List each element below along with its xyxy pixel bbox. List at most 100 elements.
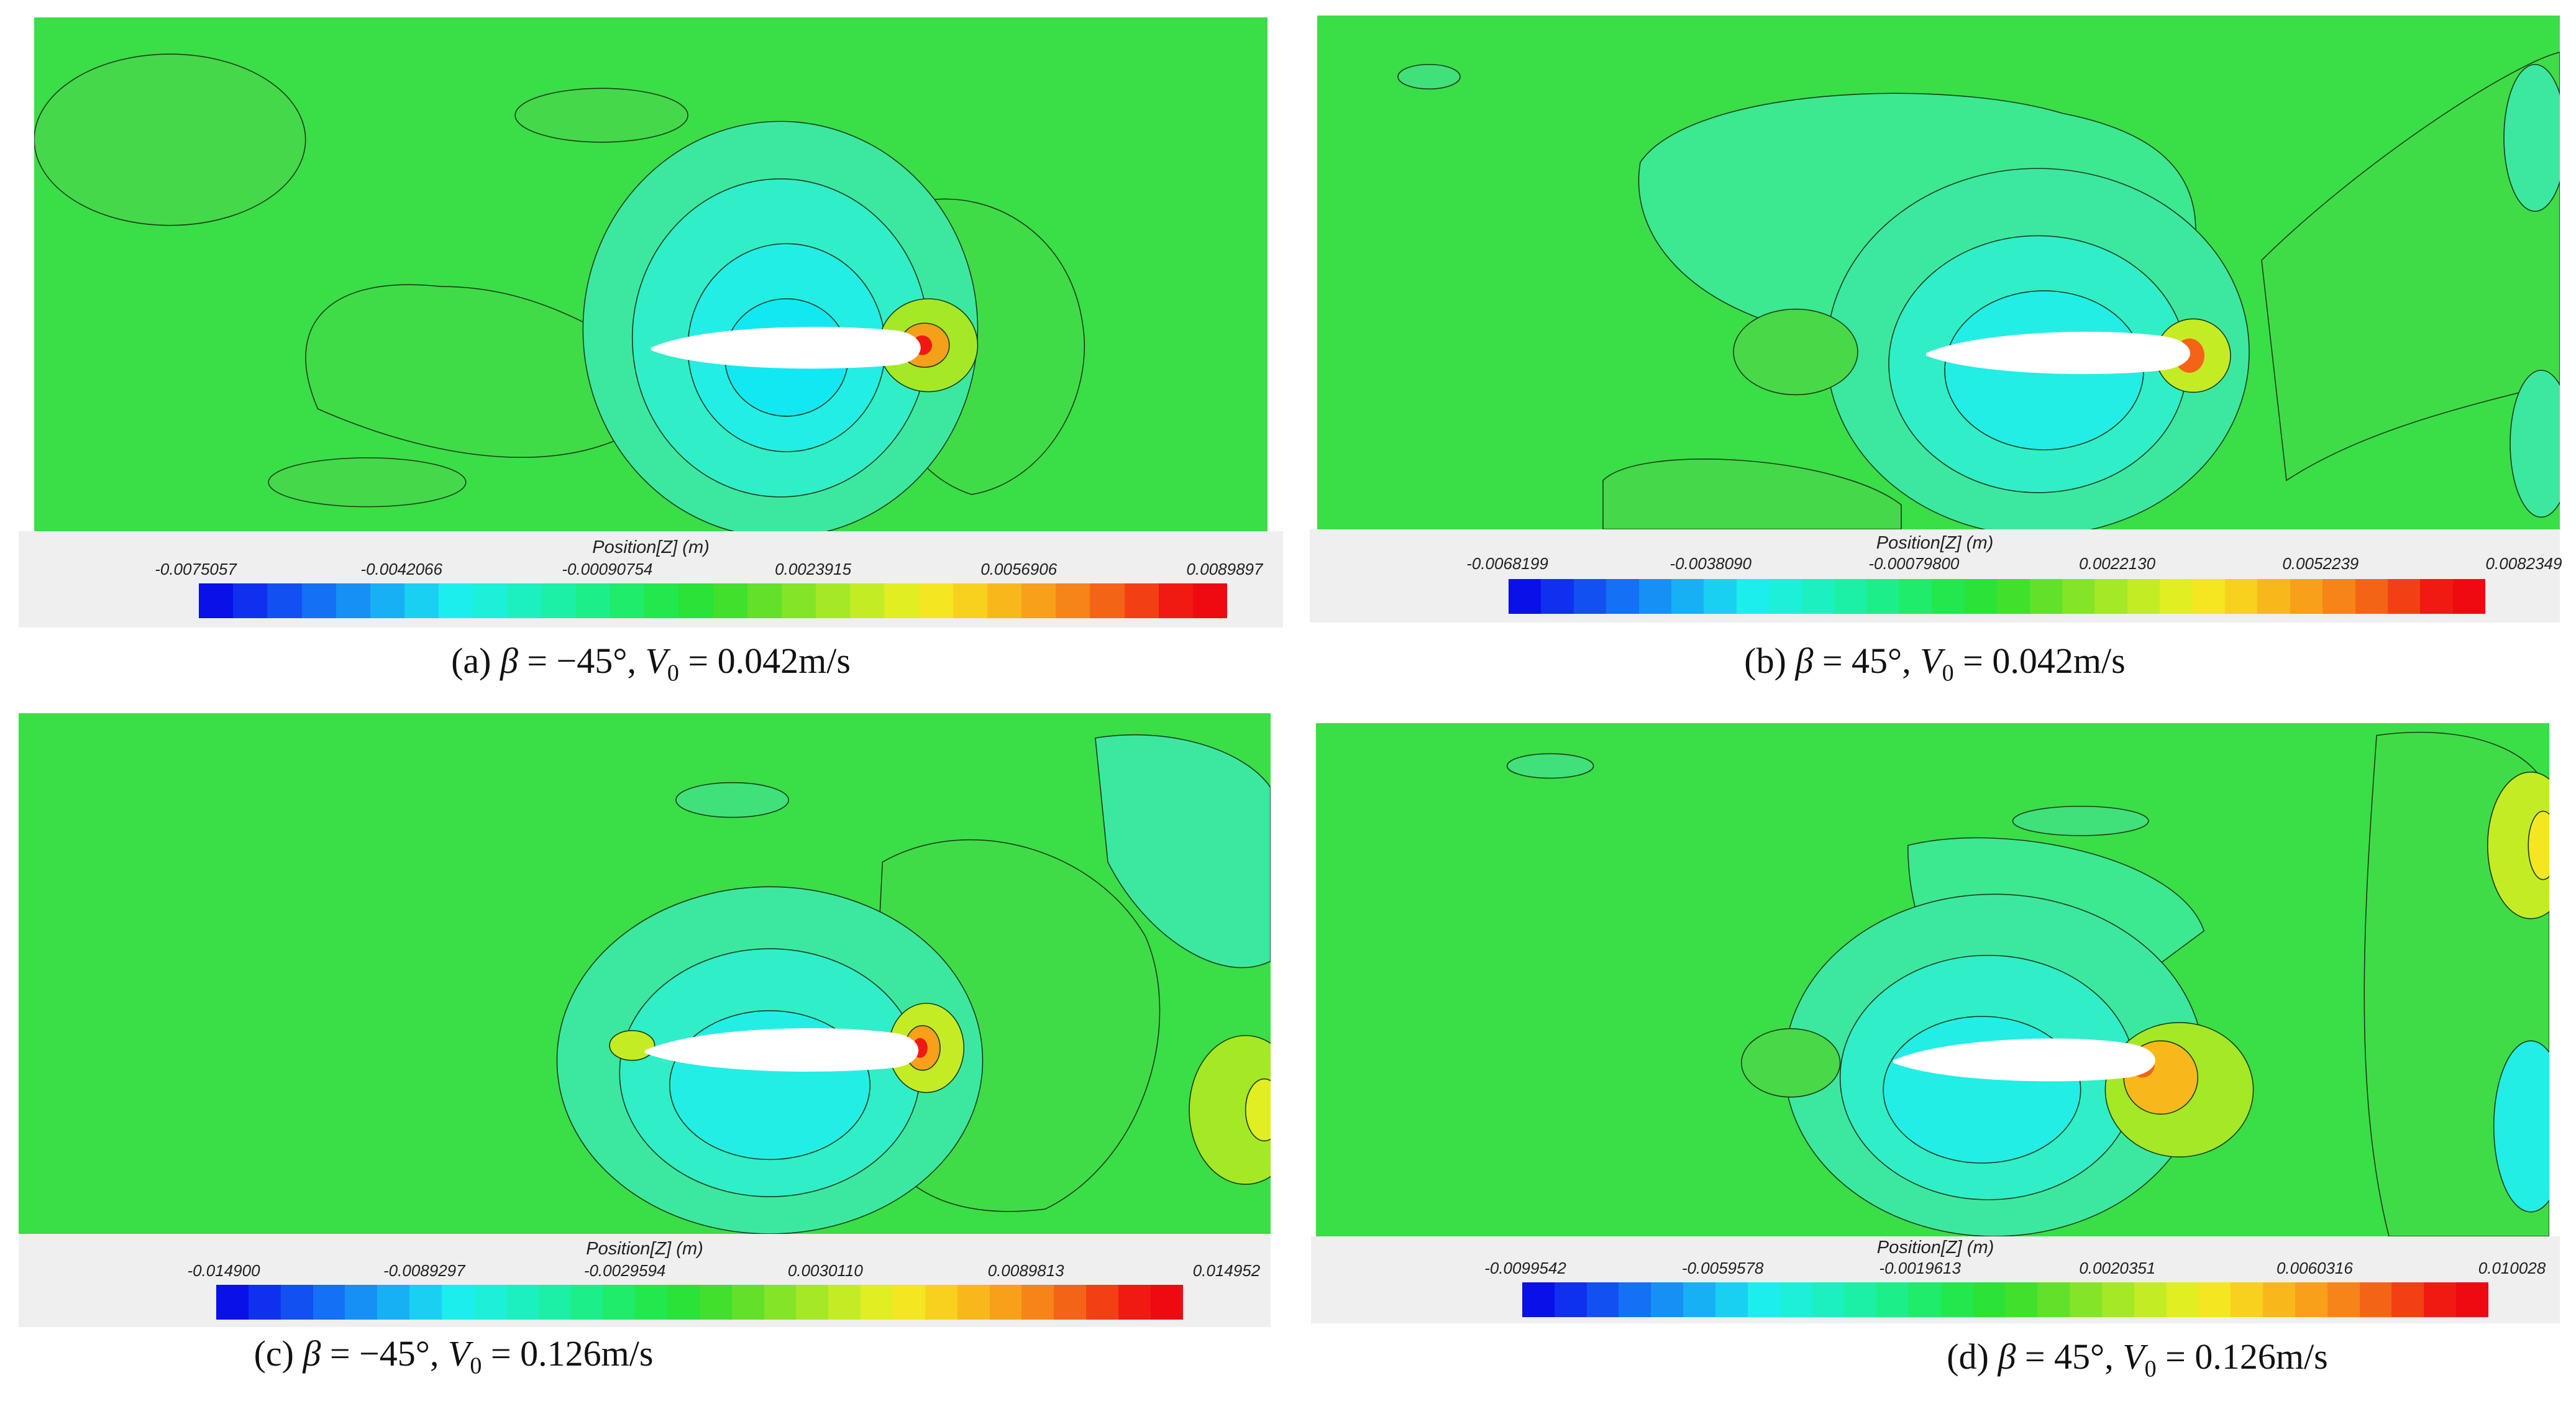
colorbar-swatch [1812, 1282, 1845, 1317]
caption-v-value: = 0.126m/s [482, 1333, 654, 1374]
colorbar-swatch [570, 1285, 603, 1320]
colorbar-swatch [2094, 579, 2127, 614]
legend-title-a: Position[Z] (m) [592, 537, 710, 557]
colorbar-b [1509, 579, 2486, 614]
colorbar-swatch [952, 583, 987, 618]
tick-label: 0.0089897 [1186, 560, 1263, 578]
legend-a: Position[Z] (m) -0.0075057 -0.0042066 -0… [19, 531, 1283, 627]
tick-label: -0.0059578 [1681, 1259, 1764, 1277]
tick-label: 0.0030110 [787, 1261, 863, 1280]
tick-label: 0.0056906 [980, 560, 1057, 578]
tick-label: 0.0082349 [2485, 554, 2562, 573]
colorbar-swatch [1118, 1285, 1151, 1320]
caption-label: (b) [1744, 641, 1796, 681]
caption-beta-value: = 45°, [1813, 641, 1921, 681]
tick-label: -0.0029594 [583, 1261, 666, 1280]
tick-label: 0.014952 [1192, 1261, 1261, 1280]
tick-label: -0.014900 [187, 1261, 260, 1280]
tick-label: -0.00079800 [1868, 554, 1960, 573]
contour-plot-a [34, 17, 1267, 531]
colorbar-swatch [644, 583, 679, 618]
colorbar-swatch [345, 1285, 378, 1320]
contour-field-b [1317, 16, 2560, 529]
caption-v-value: = 0.126m/s [2156, 1336, 2328, 1377]
colorbar-swatch [2231, 1282, 2263, 1317]
caption-v-sub: 0 [2144, 1356, 2157, 1382]
colorbar-swatch [538, 1285, 571, 1320]
colorbar-swatch [248, 1285, 281, 1320]
caption-label: (c) [253, 1333, 303, 1374]
colorbar-swatch [2355, 579, 2388, 614]
colorbar-swatch [1021, 583, 1056, 618]
colorbar-d [1522, 1282, 2488, 1317]
colorbar-swatch [2127, 579, 2160, 614]
tick-label: 0.0022130 [2079, 554, 2156, 573]
colorbar-swatch [2037, 1282, 2070, 1317]
colorbar-swatch [409, 1285, 442, 1320]
colorbar-swatch [610, 583, 645, 618]
colorbar-swatch [699, 1285, 732, 1320]
colorbar-swatch [828, 1285, 861, 1320]
caption-beta-value: = 45°, [2016, 1336, 2123, 1377]
tick-label: 0.0020351 [2079, 1259, 2156, 1277]
tick-label: 0.0052239 [2282, 554, 2359, 573]
colorbar-swatch [1606, 579, 1639, 614]
colorbar-swatch [2029, 579, 2062, 614]
colorbar-swatch [2295, 1282, 2327, 1317]
colorbar-swatch [541, 583, 576, 618]
colorbar-swatch [2327, 1282, 2360, 1317]
colorbar-swatch [313, 1285, 345, 1320]
legend-title-d: Position[Z] (m) [1876, 1238, 1994, 1257]
colorbar-swatch [1573, 579, 1607, 614]
colorbar-swatch [635, 1285, 668, 1320]
legend-c: Position[Z] (m) -0.014900 -0.0089297 -0.… [19, 1234, 1271, 1327]
colorbar-swatch [989, 1285, 1022, 1320]
colorbar-swatch [473, 583, 508, 618]
colorbar-swatch [1844, 1282, 1877, 1317]
colorbar-swatch [893, 1285, 925, 1320]
caption-v: V [447, 1333, 470, 1374]
colorbar-swatch [267, 583, 302, 618]
colorbar-swatch [473, 1285, 506, 1320]
colorbar-swatch [2224, 579, 2258, 614]
colorbar-swatch [925, 1285, 957, 1320]
caption-beta: β [1998, 1336, 2016, 1377]
colorbar-swatch [280, 1285, 313, 1320]
colorbar-swatch [1124, 583, 1159, 618]
tick-label: -0.0042066 [360, 560, 442, 578]
colorbar-swatch [1158, 583, 1193, 618]
caption-beta: β [1795, 641, 1814, 681]
caption-v: V [645, 641, 667, 681]
legend-title-c: Position[Z] (m) [586, 1239, 703, 1259]
colorbar-swatch [747, 583, 782, 618]
colorbar-swatch [2359, 1282, 2392, 1317]
colorbar-swatch [796, 1285, 829, 1320]
colorbar-swatch [884, 583, 919, 618]
legend-d: Position[Z] (m) -0.0099542 -0.0059578 -0… [1311, 1236, 2560, 1323]
tick-label: 0.0060316 [2276, 1259, 2353, 1277]
colorbar-swatch [1940, 1282, 1973, 1317]
caption-beta: β [500, 641, 518, 681]
colorbar-swatch [1876, 1282, 1909, 1317]
colorbar-swatch [2452, 579, 2486, 614]
colorbar-swatch [1586, 1282, 1619, 1317]
colorbar-swatch [2160, 579, 2193, 614]
colorbar-swatch [1056, 583, 1090, 618]
tick-label: 0.0023915 [775, 560, 852, 578]
colorbar-swatch [1638, 579, 1672, 614]
caption-v-sub: 0 [667, 660, 679, 687]
caption-v: V [2122, 1336, 2145, 1377]
colorbar-swatch [1554, 1282, 1587, 1317]
colorbar-swatch [1541, 579, 1574, 614]
colorbar-swatch [2101, 1282, 2134, 1317]
tick-label: 0.0089813 [987, 1261, 1064, 1280]
colorbar-swatch [918, 583, 953, 618]
colorbar-swatch [233, 583, 268, 618]
colorbar-swatch [2424, 1282, 2457, 1317]
colorbar-swatch [1932, 579, 1965, 614]
colorbar-swatch [336, 583, 370, 618]
colorbar-swatch [377, 1285, 410, 1320]
caption-c: (c) β = −45°, V0 = 0.126m/s [19, 1333, 888, 1380]
tick-label: -0.0038090 [1669, 554, 1752, 573]
colorbar-swatch [2134, 1282, 2167, 1317]
